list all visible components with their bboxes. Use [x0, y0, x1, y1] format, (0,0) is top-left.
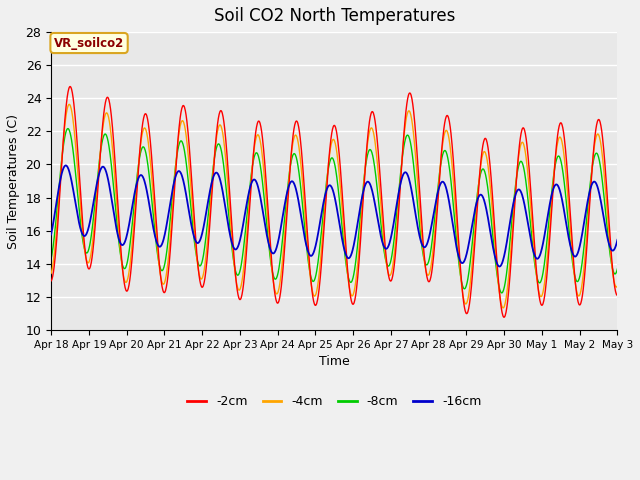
Text: VR_soilco2: VR_soilco2 — [54, 36, 124, 49]
Title: Soil CO2 North Temperatures: Soil CO2 North Temperatures — [214, 7, 455, 25]
X-axis label: Time: Time — [319, 355, 349, 368]
Legend: -2cm, -4cm, -8cm, -16cm: -2cm, -4cm, -8cm, -16cm — [182, 390, 486, 413]
Y-axis label: Soil Temperatures (C): Soil Temperatures (C) — [7, 114, 20, 249]
